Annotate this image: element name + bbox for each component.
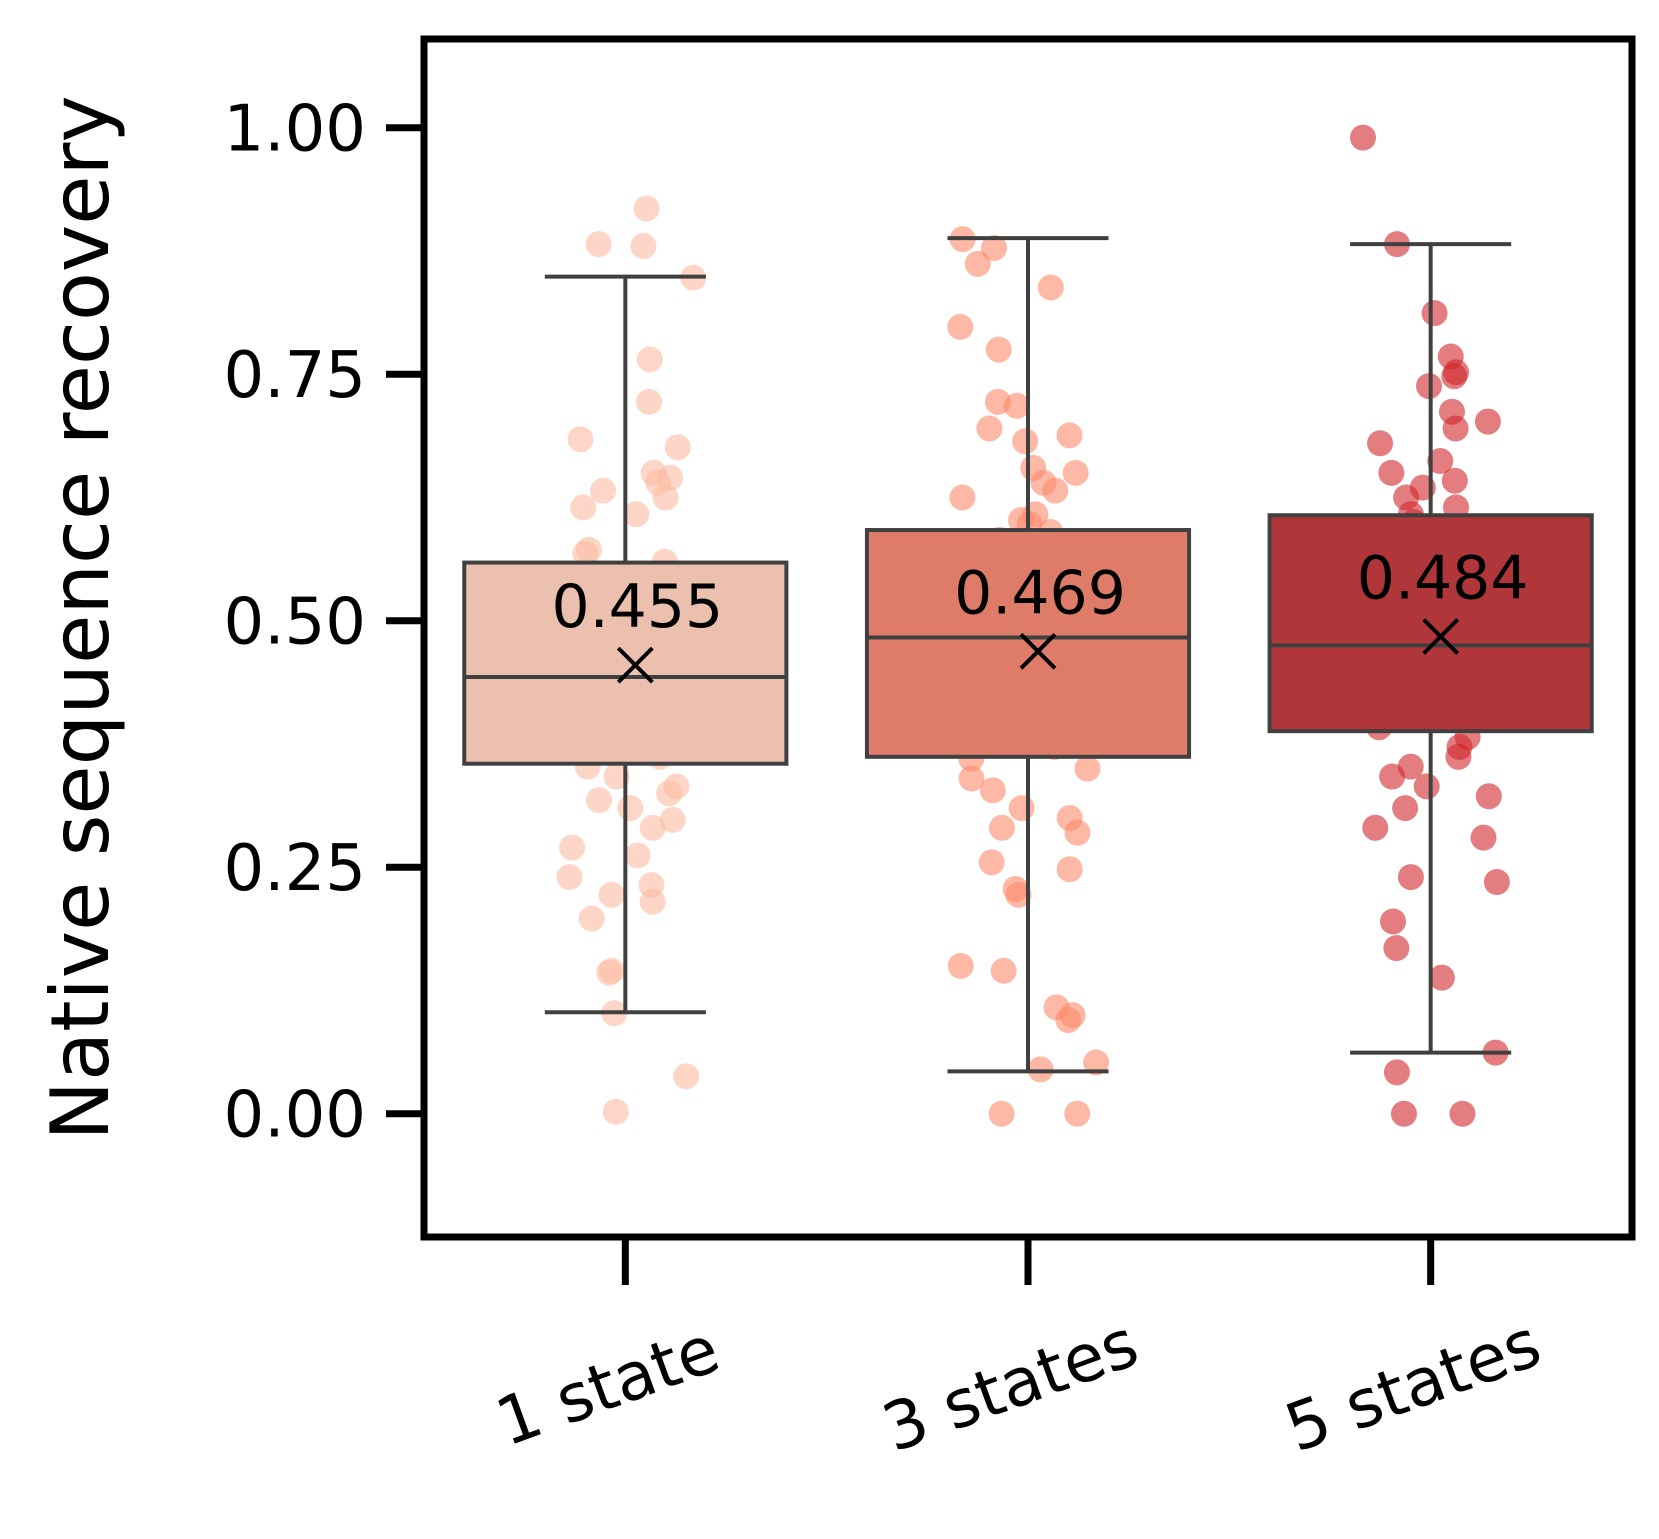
mean-marker-b-2 <box>1019 632 1057 670</box>
data-point-3-60 <box>1390 1100 1417 1127</box>
mean-label-3: 0.484 <box>1357 544 1529 614</box>
data-point-3-44 <box>1445 743 1472 770</box>
mean-label-1: 0.455 <box>551 572 723 642</box>
data-point-3-56 <box>1428 964 1455 991</box>
data-point-3-13 <box>1378 459 1405 486</box>
boxes-layer <box>462 236 1594 1074</box>
data-point-3-59 <box>1449 1100 1476 1127</box>
data-point-3-51 <box>1470 824 1497 851</box>
x-category-label-1: 1 state <box>486 1310 729 1461</box>
data-point-1-3 <box>630 233 657 260</box>
mean-marker-b-3 <box>1422 618 1460 655</box>
data-point-2-57 <box>990 957 1017 984</box>
data-point-2-63 <box>1064 1100 1091 1127</box>
data-point-3-11 <box>1367 430 1394 457</box>
data-point-1-15 <box>623 501 650 528</box>
data-point-1-58 <box>673 1063 700 1090</box>
mean-label-2: 0.469 <box>954 558 1126 628</box>
data-point-1-59 <box>602 1098 629 1125</box>
y-tick-label-3: 0.50 <box>224 586 367 660</box>
data-point-1-46 <box>659 806 686 833</box>
y-tick-label-4: 0.75 <box>224 339 367 413</box>
data-point-2-52 <box>978 849 1005 876</box>
data-point-1-50 <box>556 864 583 891</box>
data-point-1-48 <box>559 834 586 861</box>
data-point-2-11 <box>1012 428 1039 455</box>
data-point-3-52 <box>1397 864 1424 891</box>
data-point-2-50 <box>988 814 1015 841</box>
data-point-2-55 <box>1005 881 1032 908</box>
data-point-1-12 <box>590 477 617 504</box>
data-point-1-7 <box>567 426 594 453</box>
data-point-1-44 <box>586 787 613 814</box>
data-point-3-9 <box>1474 408 1501 435</box>
data-point-1-1 <box>633 195 660 222</box>
data-point-2-13 <box>1062 459 1089 486</box>
data-point-2-48 <box>1008 795 1035 822</box>
data-point-2-8 <box>1003 392 1030 419</box>
y-tick-label-2: 0.25 <box>224 832 367 906</box>
data-point-1-56 <box>598 957 625 984</box>
data-point-3-46 <box>1379 763 1406 790</box>
data-point-3-58 <box>1383 1059 1410 1086</box>
data-point-2-16 <box>949 484 976 511</box>
data-point-2-3 <box>964 250 991 277</box>
data-point-3-54 <box>1380 908 1407 935</box>
data-point-2-5 <box>947 313 974 340</box>
data-point-3-10 <box>1442 415 1469 442</box>
data-point-1-6 <box>636 388 663 415</box>
data-point-3-6 <box>1441 363 1468 390</box>
mean-marker-b-1 <box>616 646 654 684</box>
data-point-2-10 <box>1056 422 1083 449</box>
data-point-1-13 <box>652 484 679 511</box>
y-tick-label-5: 1.00 <box>224 93 367 167</box>
y-axis-label: Native sequence recovery <box>34 95 127 1140</box>
data-point-1-5 <box>636 346 663 373</box>
data-point-3-49 <box>1392 795 1419 822</box>
data-point-3-3 <box>1421 300 1448 327</box>
data-point-1-2 <box>585 231 612 258</box>
data-point-1-53 <box>639 888 666 915</box>
data-point-2-64 <box>988 1100 1015 1127</box>
data-point-1-47 <box>639 814 666 841</box>
data-point-3-50 <box>1362 814 1389 841</box>
y-tick-label-1: 0.00 <box>224 1079 367 1153</box>
data-point-2-6 <box>985 336 1012 363</box>
data-point-1-54 <box>578 905 605 932</box>
data-point-3-55 <box>1383 935 1410 962</box>
data-point-3-47 <box>1413 773 1440 800</box>
data-point-3-48 <box>1475 783 1502 810</box>
data-point-1-14 <box>570 494 597 521</box>
data-point-3-12 <box>1427 448 1454 475</box>
data-point-1-17 <box>572 540 599 567</box>
data-point-2-61 <box>1083 1049 1110 1076</box>
x-category-label-3: 5 states <box>1275 1304 1550 1467</box>
data-point-1-49 <box>624 842 651 869</box>
data-point-1-8 <box>664 434 691 461</box>
data-point-2-2 <box>981 235 1008 262</box>
data-point-2-47 <box>979 777 1006 804</box>
data-point-2-56 <box>947 952 974 979</box>
data-point-2-45 <box>1074 755 1101 782</box>
data-point-2-60 <box>1055 1007 1082 1034</box>
plot-frame <box>420 35 1636 1241</box>
data-point-3-14 <box>1441 467 1468 494</box>
data-point-3-53 <box>1483 869 1510 896</box>
box-1 <box>462 560 789 766</box>
data-point-1-43 <box>655 780 682 807</box>
data-point-3-1 <box>1349 124 1376 151</box>
data-point-1-41 <box>603 763 630 790</box>
data-point-2-51 <box>1064 819 1091 846</box>
data-point-2-53 <box>1056 856 1083 883</box>
data-point-2-15 <box>1042 477 1069 504</box>
data-point-1-45 <box>617 795 644 822</box>
data-point-1-52 <box>598 881 625 908</box>
data-point-2-4 <box>1037 274 1064 301</box>
data-point-2-9 <box>976 415 1003 442</box>
data-point-2-46 <box>958 765 985 792</box>
x-category-label-2: 3 states <box>873 1304 1148 1467</box>
